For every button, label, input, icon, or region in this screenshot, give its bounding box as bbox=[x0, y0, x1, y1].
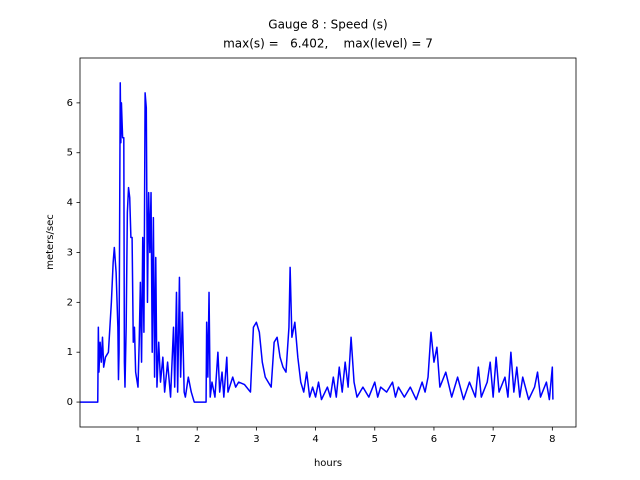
y-axis-label: meters/sec bbox=[45, 214, 56, 270]
y-tick-label: 4 bbox=[67, 198, 73, 209]
x-axis-label: hours bbox=[314, 458, 342, 469]
y-tick-label: 5 bbox=[67, 148, 73, 159]
data-line bbox=[80, 82, 554, 403]
x-tick-label: 1 bbox=[135, 434, 141, 445]
y-tick-label: 2 bbox=[67, 297, 73, 308]
x-tick-label: 3 bbox=[253, 434, 259, 445]
chart-title: Gauge 8 : Speed (s) bbox=[268, 18, 387, 32]
x-tick-label: 6 bbox=[431, 434, 437, 445]
chart-subtitle: max(s) = 6.402, max(level) = 7 bbox=[223, 37, 433, 51]
y-tick-label: 6 bbox=[67, 98, 73, 109]
x-tick-label: 8 bbox=[549, 434, 555, 445]
x-tick-label: 4 bbox=[312, 434, 318, 445]
y-tick-label: 3 bbox=[67, 247, 73, 258]
y-tick-label: 1 bbox=[67, 347, 73, 358]
x-tick-label: 5 bbox=[372, 434, 378, 445]
x-tick-label: 7 bbox=[490, 434, 496, 445]
y-tick-label: 0 bbox=[67, 397, 73, 408]
x-tick-label: 2 bbox=[194, 434, 200, 445]
plot-frame bbox=[79, 57, 577, 428]
